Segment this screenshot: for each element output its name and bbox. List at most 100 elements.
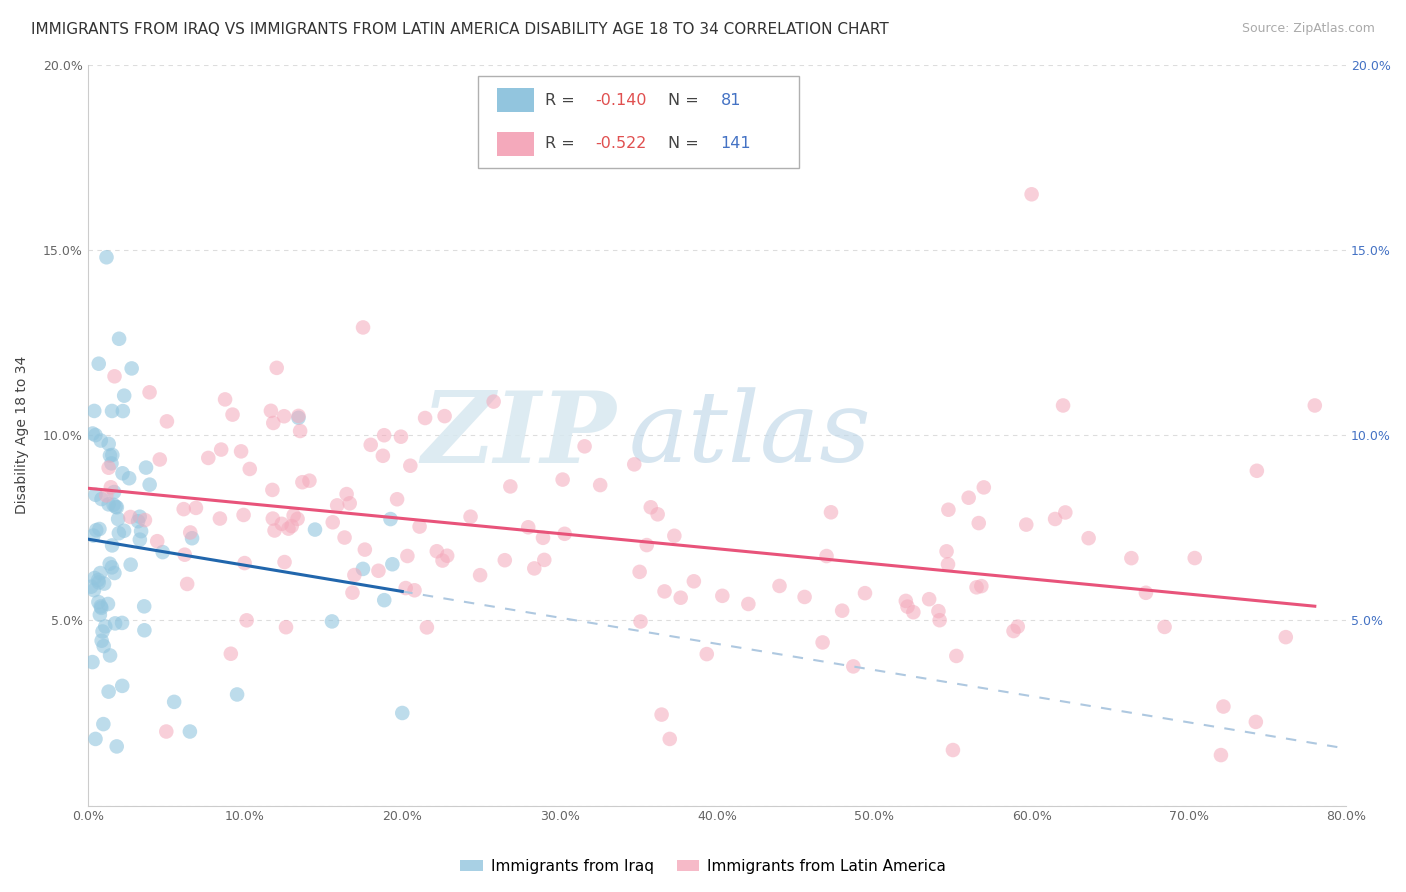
Point	[831, 604, 853, 618]
Point	[399, 458, 422, 473]
Point	[197, 450, 219, 465]
Point	[103, 369, 125, 384]
Text: R =: R =	[544, 93, 579, 108]
Point	[373, 428, 395, 442]
Point	[104, 616, 127, 631]
Point	[176, 577, 198, 591]
Point	[973, 480, 995, 494]
Point	[1043, 512, 1066, 526]
Point	[385, 492, 408, 507]
Text: -0.140: -0.140	[595, 93, 647, 108]
Y-axis label: Disability Age 18 to 34: Disability Age 18 to 34	[15, 356, 30, 514]
Point	[184, 500, 207, 515]
Point	[89, 607, 111, 622]
Point	[381, 558, 404, 572]
Point	[226, 688, 249, 702]
Point	[1184, 551, 1206, 566]
Point	[263, 524, 285, 538]
Point	[336, 487, 359, 501]
Text: N =: N =	[668, 93, 704, 108]
Point	[523, 561, 546, 575]
Point	[589, 478, 612, 492]
Point	[156, 414, 179, 428]
Point	[967, 516, 990, 530]
Point	[432, 553, 454, 567]
Point	[120, 510, 142, 524]
Point	[134, 513, 156, 527]
Point	[89, 566, 111, 580]
Point	[219, 647, 242, 661]
Point	[135, 460, 157, 475]
Point	[127, 514, 149, 528]
Point	[181, 531, 204, 545]
Point	[108, 526, 131, 541]
Point	[288, 424, 311, 438]
Point	[1054, 505, 1077, 519]
Point	[107, 512, 129, 526]
Point	[1153, 620, 1175, 634]
Point	[853, 586, 876, 600]
Point	[87, 595, 110, 609]
Point	[87, 575, 110, 590]
Point	[468, 568, 491, 582]
Point	[280, 519, 302, 533]
Point	[84, 523, 107, 537]
Point	[103, 566, 125, 580]
Point	[371, 449, 394, 463]
Point	[304, 523, 326, 537]
Point	[574, 439, 596, 453]
Point	[380, 512, 402, 526]
Point	[128, 533, 150, 547]
Point	[291, 475, 314, 490]
Point	[262, 416, 284, 430]
Point	[408, 519, 430, 533]
Point	[100, 456, 122, 470]
Point	[551, 473, 574, 487]
Point	[94, 619, 117, 633]
Point	[129, 524, 152, 538]
Point	[353, 542, 375, 557]
Point	[283, 508, 305, 523]
Point	[100, 480, 122, 494]
Point	[339, 496, 361, 510]
Point	[326, 499, 349, 513]
Point	[97, 460, 120, 475]
Point	[229, 444, 252, 458]
Point	[367, 564, 389, 578]
Point	[918, 592, 941, 607]
FancyBboxPatch shape	[496, 132, 534, 156]
Text: 141: 141	[721, 136, 751, 152]
Point	[360, 438, 382, 452]
Point	[208, 511, 231, 525]
Point	[945, 648, 967, 663]
Point	[942, 743, 965, 757]
Point	[413, 411, 436, 425]
Point	[111, 467, 134, 481]
Text: Source: ZipAtlas.com: Source: ZipAtlas.com	[1241, 22, 1375, 36]
Point	[101, 448, 124, 462]
Point	[138, 477, 160, 491]
Point	[96, 488, 118, 502]
Point	[91, 624, 114, 639]
Point	[664, 529, 686, 543]
Point	[152, 545, 174, 559]
Point	[82, 426, 104, 441]
Point	[1244, 714, 1267, 729]
Point	[146, 534, 169, 549]
Point	[270, 516, 292, 531]
Point	[935, 544, 957, 558]
Point	[163, 695, 186, 709]
Text: IMMIGRANTS FROM IRAQ VS IMMIGRANTS FROM LATIN AMERICA DISABILITY AGE 18 TO 34 CO: IMMIGRANTS FROM IRAQ VS IMMIGRANTS FROM …	[31, 22, 889, 37]
Point	[1052, 399, 1074, 413]
Point	[1015, 517, 1038, 532]
Point	[111, 615, 134, 630]
Point	[928, 613, 950, 627]
Point	[1209, 748, 1232, 763]
Point	[173, 548, 195, 562]
Point	[768, 579, 790, 593]
Point	[97, 684, 120, 698]
Text: -0.522: -0.522	[595, 136, 647, 152]
Point	[970, 579, 993, 593]
Point	[321, 615, 343, 629]
Point	[103, 485, 125, 500]
